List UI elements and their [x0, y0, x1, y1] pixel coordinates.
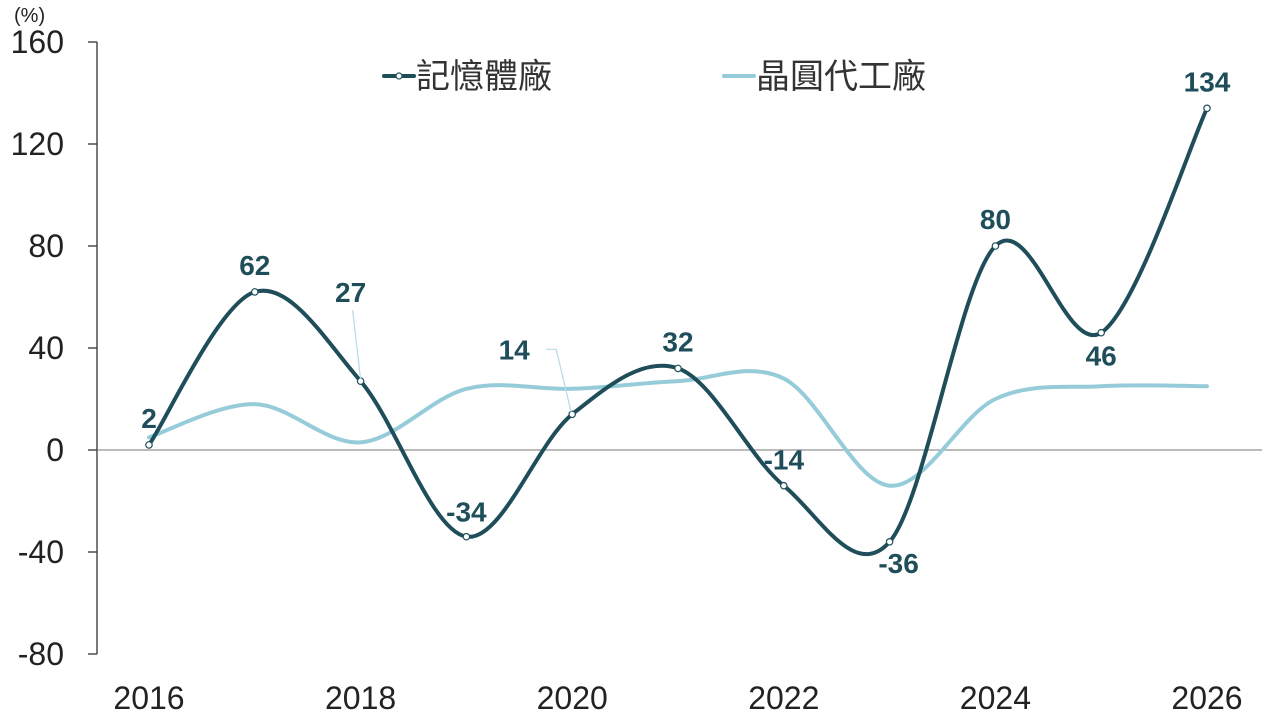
axes: (%)160 120 80 40 0 -40 -80 2016 2018 2020 2022 2024… — [11, 5, 1262, 716]
data-point-marker — [145, 441, 153, 449]
x-tick-label: 2020 — [537, 680, 608, 716]
data-point-marker — [991, 242, 1000, 250]
y-tick-label: 40 — [28, 330, 64, 366]
x-tick-label: 2024 — [960, 680, 1031, 716]
data-point-marker — [462, 532, 471, 541]
y-tick-label: -80 — [18, 636, 64, 672]
data-point-marker — [1097, 328, 1106, 337]
x-tick-label: 2026 — [1171, 680, 1242, 716]
data-point-marker — [1203, 104, 1211, 113]
data-label: -36 — [878, 548, 918, 579]
data-point-marker — [251, 288, 259, 296]
data-point-marker — [568, 410, 577, 419]
data-point-marker — [885, 537, 894, 546]
data-label: 2 — [141, 403, 157, 434]
legend-marker-icon — [395, 72, 403, 80]
data-label: -34 — [446, 497, 487, 528]
data-label: 27 — [335, 277, 366, 308]
y-unit-label: (%) — [14, 5, 45, 27]
y-tick-label: 80 — [28, 228, 64, 264]
legend: 記憶體廠 晶圓代工廠 — [382, 57, 926, 97]
series-line-0 — [147, 106, 1209, 557]
data-label: 46 — [1086, 341, 1117, 372]
legend-label-1: 晶圓代工廠 — [756, 57, 926, 97]
label-leader-line — [352, 310, 362, 380]
data-label: 134 — [1184, 66, 1231, 97]
series-layer — [145, 104, 1211, 557]
label-leader-line — [546, 348, 572, 413]
x-tick-label: 2018 — [325, 680, 396, 716]
y-tick-label: 0 — [46, 432, 64, 468]
legend-label-0: 記憶體廠 — [416, 57, 552, 97]
x-tick-label: 2016 — [113, 680, 184, 716]
data-point-marker — [674, 364, 682, 373]
y-tick-label: 120 — [11, 126, 64, 162]
y-tick-label: 160 — [11, 24, 64, 60]
data-labels: 2 62 27 -34 14 32 -14 -36 80 46 134 — [141, 66, 1231, 579]
y-tick-label: -40 — [18, 534, 64, 570]
series-line-1 — [147, 369, 1209, 488]
data-label: 62 — [239, 250, 270, 281]
data-label: 80 — [980, 204, 1011, 235]
data-label: 32 — [662, 326, 693, 357]
data-point-marker — [779, 481, 788, 490]
x-tick-label: 2022 — [748, 680, 819, 716]
data-label: 14 — [499, 334, 531, 365]
data-label: -14 — [764, 445, 805, 476]
